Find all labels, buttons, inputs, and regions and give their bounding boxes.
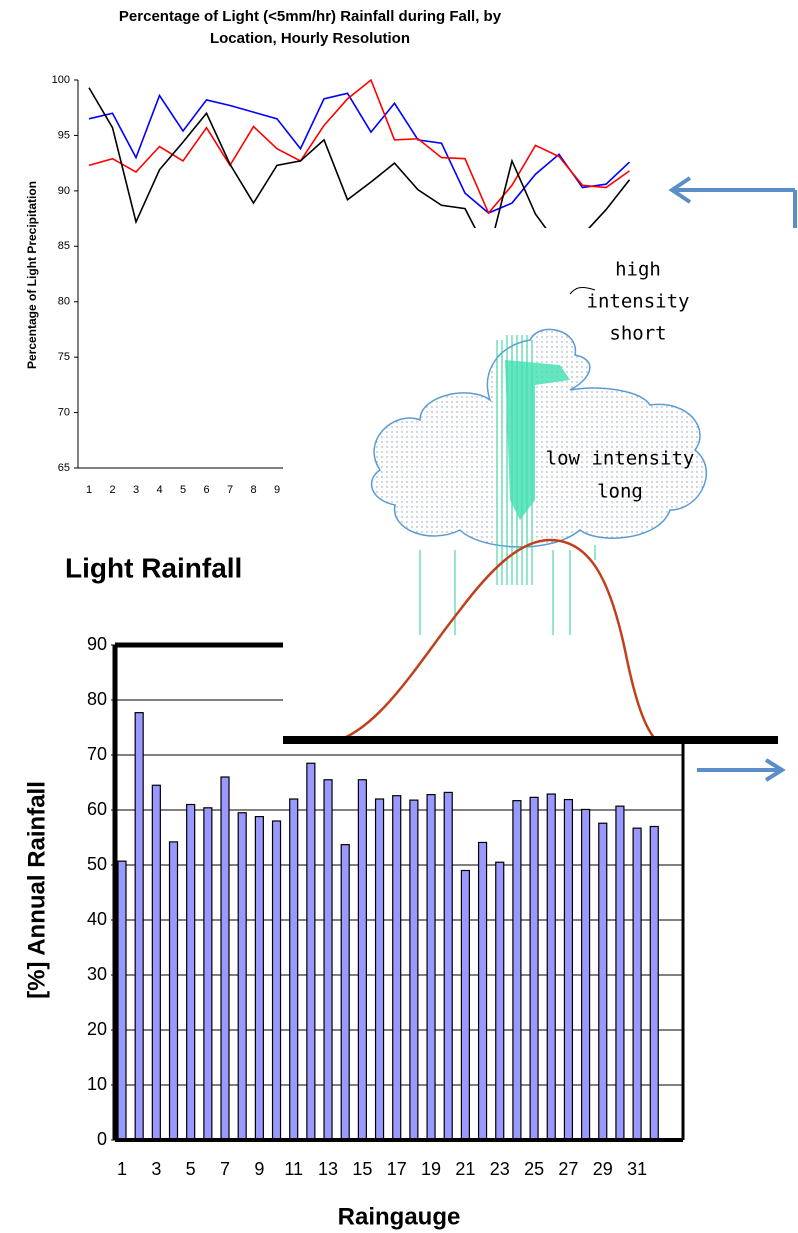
x-tick-label: 17 xyxy=(387,1159,407,1179)
x-tick-label: 3 xyxy=(151,1159,161,1179)
y-tick-label: 40 xyxy=(87,909,107,929)
bar xyxy=(220,776,230,1141)
bar xyxy=(357,779,367,1141)
x-tick-label: 21 xyxy=(455,1159,475,1179)
x-tick-label: 5 xyxy=(186,1159,196,1179)
y-tick-label: 70 xyxy=(58,406,70,418)
bar xyxy=(615,805,625,1141)
y-axis-label: Percentage of Light Precipitation xyxy=(25,181,39,369)
x-axis-label: Raingauge xyxy=(338,1203,461,1230)
bar xyxy=(151,784,161,1141)
y-tick-label: 70 xyxy=(87,744,107,764)
bar xyxy=(203,807,213,1141)
arrow xyxy=(668,176,797,228)
x-tick-label: 31 xyxy=(627,1159,647,1179)
bar xyxy=(289,798,299,1141)
x-tick-label: 25 xyxy=(524,1159,544,1179)
x-tick-label: 23 xyxy=(490,1159,510,1179)
bar xyxy=(306,762,316,1141)
x-tick-label: 13 xyxy=(318,1159,338,1179)
bar xyxy=(598,822,608,1141)
bar xyxy=(632,827,642,1141)
bar xyxy=(323,779,333,1141)
x-tick-label: 9 xyxy=(254,1159,264,1179)
y-tick-label: 30 xyxy=(87,964,107,984)
y-tick-label: 20 xyxy=(87,1019,107,1039)
bar xyxy=(374,798,385,1141)
y-tick-label: 85 xyxy=(58,240,70,252)
bar xyxy=(271,820,282,1141)
bar xyxy=(426,793,436,1141)
x-tick-label: 29 xyxy=(593,1159,613,1179)
bar xyxy=(168,841,179,1141)
x-tick-label: 11 xyxy=(284,1159,303,1179)
x-tick-label: 1 xyxy=(86,484,92,496)
arrow xyxy=(697,758,786,782)
bar xyxy=(186,803,196,1141)
y-tick-label: 90 xyxy=(87,634,107,654)
y-axis-label: [%] Annual Rainfall xyxy=(23,781,50,999)
x-tick-label: 5 xyxy=(180,484,186,496)
y-tick-label: 65 xyxy=(58,462,70,474)
y-tick-label: 90 xyxy=(58,185,70,197)
y-tick-label: 100 xyxy=(52,74,70,86)
bar xyxy=(512,800,522,1141)
bar xyxy=(134,712,144,1141)
bar xyxy=(409,799,419,1141)
line-series xyxy=(88,87,631,257)
intensity-curve xyxy=(332,538,659,744)
y-tick-label: 50 xyxy=(87,854,107,874)
x-tick-label: 6 xyxy=(203,484,209,496)
bar xyxy=(237,812,247,1141)
bar xyxy=(563,798,574,1141)
bar xyxy=(443,791,453,1141)
pointer xyxy=(569,286,596,295)
x-tick-label: 27 xyxy=(558,1159,578,1179)
x-tick-label: 8 xyxy=(250,484,256,496)
diagram-label: intensity xyxy=(587,291,690,313)
x-tick-label: 1 xyxy=(117,1159,127,1179)
bar xyxy=(529,796,539,1141)
bar xyxy=(495,861,505,1141)
chart-title: Light Rainfall xyxy=(65,552,242,583)
line-series xyxy=(88,78,630,215)
x-tick-label: 15 xyxy=(352,1159,372,1179)
y-tick-label: 75 xyxy=(58,351,70,363)
x-tick-label: 2 xyxy=(109,484,115,496)
y-tick-label: 80 xyxy=(87,689,107,709)
bar xyxy=(649,825,659,1141)
diagram-label: high xyxy=(615,259,661,281)
x-tick-label: 19 xyxy=(421,1159,441,1179)
x-tick-label: 7 xyxy=(220,1159,230,1179)
y-tick-label: 0 xyxy=(97,1129,107,1149)
diagram-label: short xyxy=(609,323,666,345)
diagram-label: low intensity xyxy=(546,448,695,470)
diagram-label: long xyxy=(597,481,643,503)
bar xyxy=(460,869,470,1141)
intense-core xyxy=(505,360,570,520)
bar xyxy=(580,808,591,1141)
x-tick-label: 3 xyxy=(133,484,139,496)
y-tick-label: 60 xyxy=(87,799,107,819)
x-tick-label: 4 xyxy=(156,484,162,496)
bar xyxy=(340,844,350,1141)
y-tick-label: 80 xyxy=(58,296,70,308)
bar xyxy=(254,815,264,1141)
chart-title: Percentage of Light (<5mm/hr) Rainfall d… xyxy=(118,8,502,47)
rain-diagram: high intensity short low intensity long xyxy=(283,176,798,782)
line-series xyxy=(88,92,631,214)
cloud xyxy=(370,328,707,548)
x-tick-label: 7 xyxy=(227,484,233,496)
bar xyxy=(117,860,127,1141)
y-tick-label: 10 xyxy=(87,1074,107,1094)
bar xyxy=(477,841,488,1141)
bar xyxy=(546,793,556,1141)
bar xyxy=(392,795,402,1141)
y-tick-label: 95 xyxy=(58,129,70,141)
x-tick-label: 9 xyxy=(274,484,280,496)
